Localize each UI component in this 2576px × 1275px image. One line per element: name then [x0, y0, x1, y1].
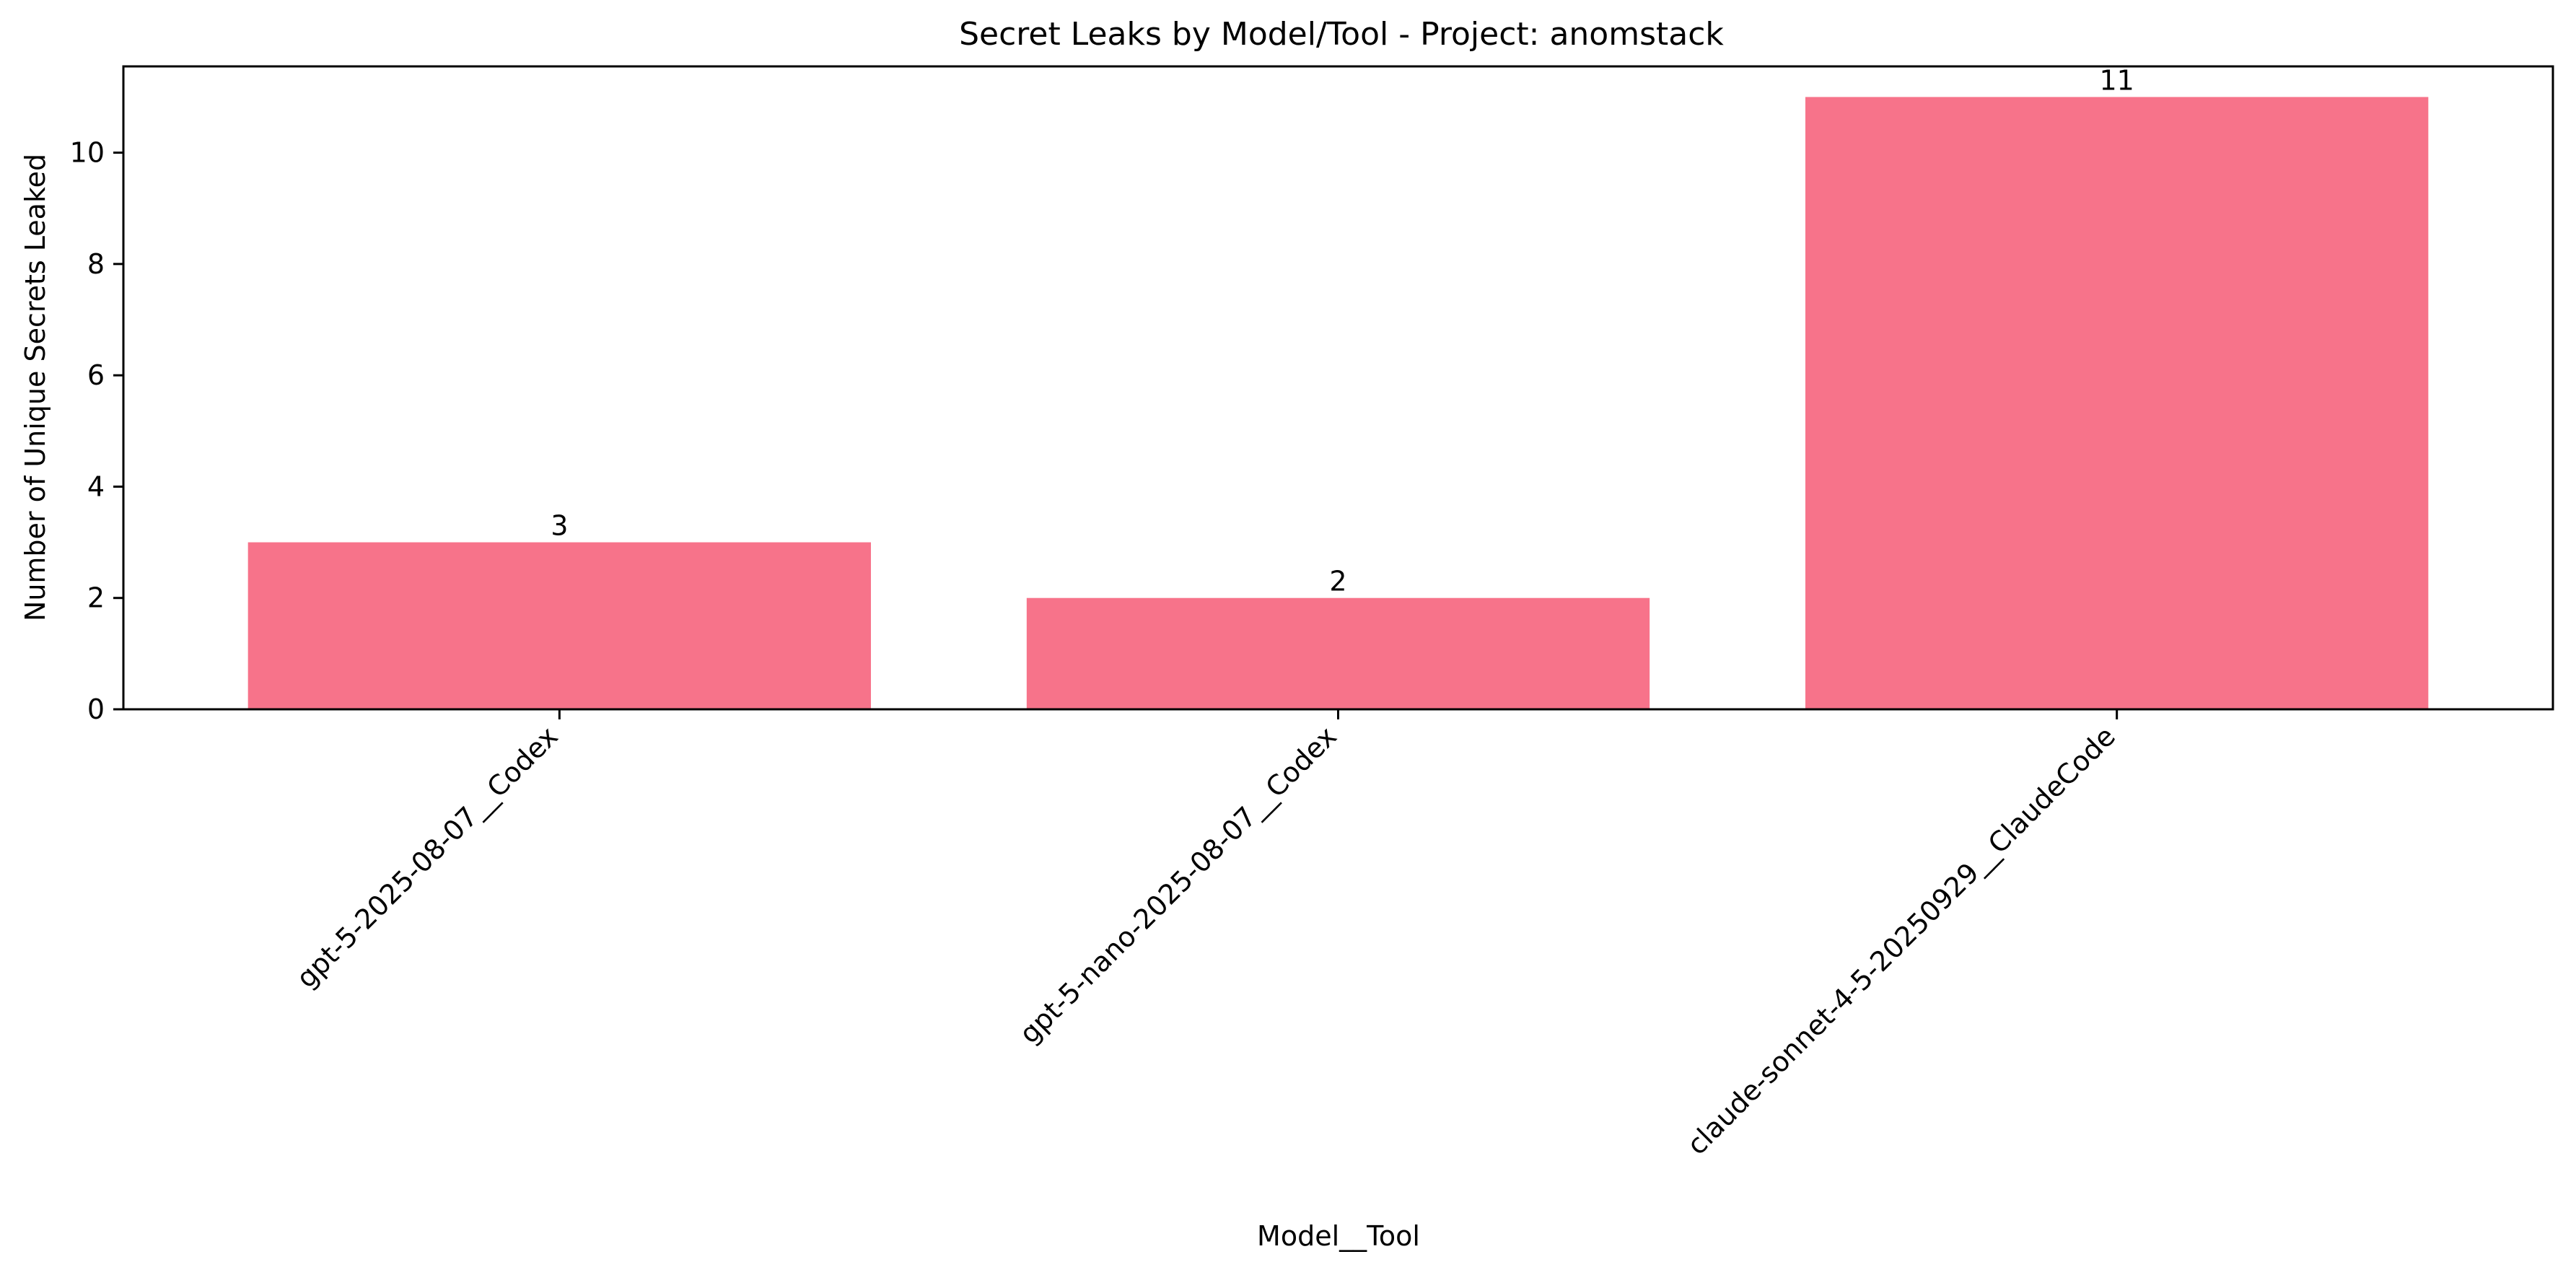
bar-value-label: 11: [2099, 64, 2134, 96]
x-axis-label: Model__Tool: [1257, 1220, 1420, 1252]
bars-group: [247, 97, 2429, 709]
y-tick-label: 4: [87, 470, 105, 502]
y-axis: 0 2 4 6 8 10: [70, 137, 123, 725]
y-tick-label: 2: [87, 582, 105, 614]
bar: [1805, 97, 2429, 709]
y-tick-label: 0: [87, 693, 105, 725]
bar-value-label: 2: [1329, 566, 1346, 597]
bar-value-label: 3: [551, 510, 568, 542]
bar-labels-group: 3 2 11: [551, 64, 2134, 597]
chart-title: Secret Leaks by Model/Tool - Project: an…: [959, 16, 1724, 53]
bar: [247, 542, 872, 709]
y-tick-label: 6: [87, 359, 105, 391]
y-tick-label: 10: [70, 137, 105, 169]
y-axis-label: Number of Unique Secrets Leaked: [19, 154, 51, 621]
y-tick-label: 8: [87, 248, 105, 280]
bar: [1026, 597, 1650, 709]
